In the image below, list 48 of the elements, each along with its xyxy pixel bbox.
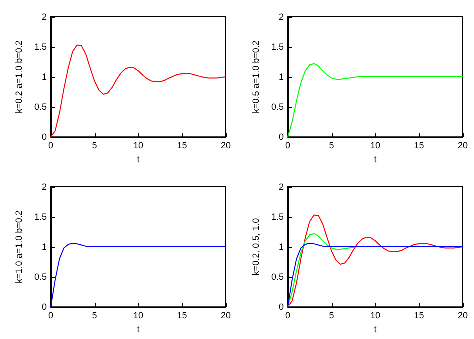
y-tick-label: 1 — [278, 72, 284, 82]
y-tick-label: 0 — [278, 132, 284, 142]
x-tick-label: 0 — [285, 310, 291, 321]
x-tick-label: 5 — [329, 310, 334, 321]
x-tick-label: 20 — [458, 140, 468, 151]
x-tick-label: 20 — [458, 310, 468, 321]
x-tick-label: 20 — [220, 140, 232, 151]
y-tick-label: 0.5 — [34, 272, 47, 282]
x-tick-label: 15 — [177, 310, 188, 321]
y-tick-label: 1.5 — [271, 212, 284, 222]
y-tick-label: 0 — [42, 132, 47, 142]
x-tick-label: 5 — [329, 140, 334, 151]
x-axis-title: t — [137, 154, 140, 164]
x-tick-label: 10 — [370, 310, 381, 321]
x-tick-label: 0 — [285, 140, 291, 151]
x-tick-label: 5 — [92, 310, 98, 321]
y-tick-label: 2 — [42, 182, 47, 192]
x-axis-title: t — [374, 154, 378, 164]
y-tick-label: 0.5 — [271, 102, 284, 112]
y-axis-title: k=0.5 a=1.0 b=0.2 — [251, 40, 262, 114]
y-tick-label: 2 — [278, 12, 284, 22]
y-tick-label: 1 — [42, 242, 47, 252]
x-tick-label: 10 — [370, 140, 381, 151]
y-tick-label: 1 — [42, 72, 47, 82]
x-tick-label: 5 — [92, 140, 98, 151]
x-axis-title: t — [374, 324, 378, 334]
x-tick-label: 20 — [220, 310, 232, 321]
y-tick-label: 2 — [42, 12, 47, 22]
x-axis-title: t — [137, 324, 140, 334]
x-tick-label: 0 — [48, 140, 54, 151]
y-tick-label: 0.5 — [34, 102, 47, 112]
x-tick-label: 15 — [414, 310, 424, 321]
x-tick-label: 10 — [133, 310, 144, 321]
y-tick-label: 2 — [278, 182, 284, 192]
y-tick-label: 0 — [278, 302, 284, 312]
y-tick-label: 0 — [42, 302, 47, 312]
x-tick-label: 10 — [133, 140, 144, 151]
y-axis-title: k=0.2 a=1.0 b=0.2 — [14, 40, 24, 114]
y-tick-label: 1.5 — [34, 212, 47, 222]
x-tick-label: 15 — [177, 140, 188, 151]
y-tick-label: 1.5 — [271, 42, 284, 52]
y-tick-label: 1 — [278, 242, 284, 252]
y-axis-title: k=0.2, 0.5, 1.0 — [251, 218, 262, 276]
y-axis-title: k=1.0 a=1.0 b=0.2 — [14, 210, 24, 284]
y-tick-label: 0.5 — [271, 272, 284, 282]
y-tick-label: 1.5 — [34, 42, 47, 52]
x-tick-label: 15 — [414, 140, 424, 151]
x-tick-label: 0 — [48, 310, 54, 321]
